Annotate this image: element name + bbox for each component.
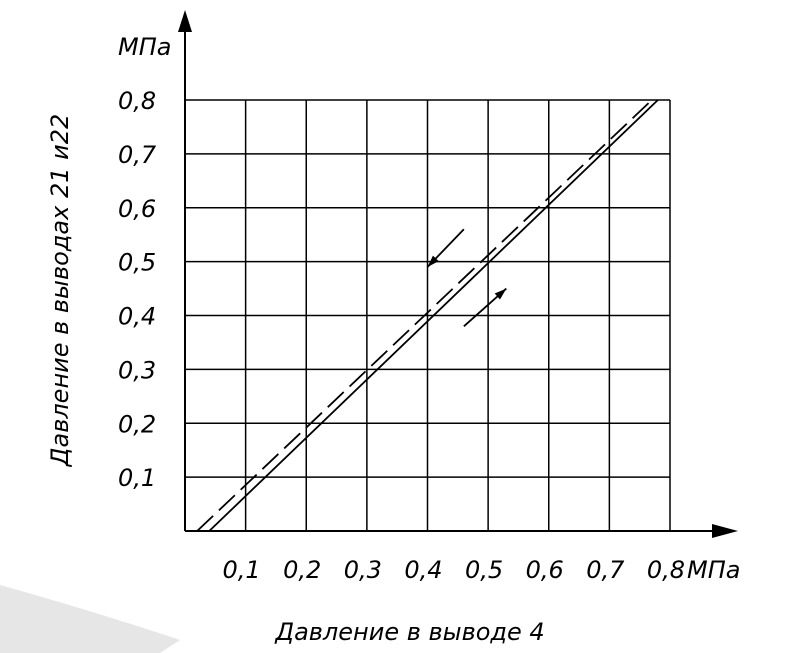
- arrow-down-left-icon: [427, 255, 439, 268]
- y-tick-label: 0,6: [118, 195, 156, 223]
- x-unit-label: МПа: [687, 556, 740, 584]
- x-tick-label: 0,5: [465, 556, 503, 584]
- grid: [185, 99, 671, 531]
- arrow-up-right-icon: [494, 288, 507, 300]
- x-axis-title: Давление в выводе 4: [274, 618, 544, 646]
- y-tick-label: 0,8: [118, 87, 156, 115]
- y-tick-label: 0,1: [118, 464, 156, 492]
- x-tick-label: 0,7: [586, 556, 625, 584]
- dashed-line: [196, 99, 653, 532]
- x-axis-arrowhead: [712, 524, 738, 538]
- axes: [178, 10, 738, 538]
- x-tick-label: 0,8: [647, 556, 685, 584]
- y-tick-label: 0,2: [118, 410, 156, 438]
- x-tick-label: 0,1: [223, 556, 261, 584]
- y-tick-label: 0,3: [118, 356, 156, 384]
- y-unit-label: МПа: [118, 33, 171, 61]
- x-tick-label: 0,6: [526, 556, 564, 584]
- y-tick-label: 0,4: [118, 303, 156, 331]
- y-tick-label: 0,5: [118, 249, 156, 277]
- x-tick-label: 0,2: [283, 556, 321, 584]
- series-layer: [196, 99, 659, 532]
- page-shadow: [0, 585, 180, 653]
- tick-labels: 0,1 0,2 0,3 0,4 0,5 0,6 0,7 0,8 0,1 0,2 0,3 0,4 0,5 0…: [118, 87, 685, 584]
- x-tick-label: 0,4: [404, 556, 442, 584]
- solid-line: [208, 99, 659, 532]
- y-axis-arrowhead: [178, 10, 192, 32]
- y-axis-title: Давление в выводах 21 и22: [46, 114, 74, 468]
- x-tick-label: 0,3: [344, 556, 382, 584]
- y-tick-label: 0,7: [118, 141, 157, 169]
